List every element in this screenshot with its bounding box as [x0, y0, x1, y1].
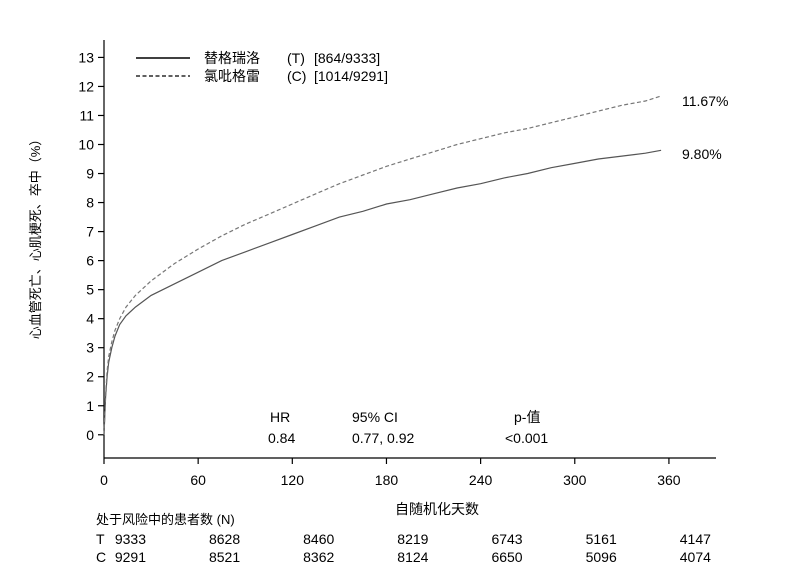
risk-cell-c: 9291 [115, 549, 146, 565]
risk-cell-t: 6743 [491, 531, 522, 547]
legend: 替格瑞洛 (T) [864/9333] 氯吡格雷 (C) [1014/9291] [136, 50, 388, 84]
risk-cells: 9333 8628 8460 8219 6743 5161 4147 9291 8521 8362… [115, 531, 711, 565]
risk-cell-c: 8362 [303, 549, 334, 565]
y-tick-label: 0 [86, 427, 94, 443]
risk-group-c: C [96, 549, 106, 565]
x-axis-label: 自随机化天数 [395, 501, 479, 517]
legend-label-t-counts: [864/9333] [314, 50, 380, 66]
y-tick-label: 11 [79, 107, 94, 123]
risk-cell-t: 9333 [115, 531, 146, 547]
stats-block: HR 0.84 95% CI 0.77, 0.92 p-值 <0.001 [268, 409, 548, 446]
series-line-t [103, 149, 662, 435]
x-tick-label: 300 [563, 472, 587, 488]
x-tick-label: 0 [100, 472, 108, 488]
hr-value: 0.84 [268, 430, 295, 446]
risk-cell-t: 5161 [586, 531, 617, 547]
risk-cell-t: 8219 [397, 531, 428, 547]
risk-table-title: 处于风险中的患者数 (N) [96, 512, 235, 527]
risk-cell-c: 6650 [491, 549, 522, 565]
series-group [103, 95, 662, 435]
x-tick-label: 60 [190, 472, 206, 488]
axes-group [103, 40, 716, 459]
risk-cell-c: 5096 [586, 549, 617, 565]
legend-label-c-name: 氯吡格雷 [204, 68, 260, 84]
y-tick-label: 6 [86, 253, 94, 269]
risk-cell-c: 4074 [680, 549, 711, 565]
y-tick-label: 5 [86, 282, 94, 298]
y-axis-label: 心血管死亡、心肌梗死、卒中（%） [28, 133, 43, 340]
risk-cell-t: 8460 [303, 531, 334, 547]
risk-cell-t: 4147 [680, 531, 711, 547]
legend-label-c-counts: [1014/9291] [314, 68, 388, 84]
x-tick-label: 120 [281, 472, 305, 488]
y-tick-label: 7 [86, 224, 94, 240]
hr-label: HR [270, 409, 290, 425]
risk-group-t: T [96, 531, 105, 547]
y-tick-label: 1 [86, 398, 94, 414]
y-tick-label: 4 [86, 311, 94, 327]
risk-table: 处于风险中的患者数 (N) T C 9333 8628 8460 8219 6743 51… [96, 512, 711, 565]
ci-label: 95% CI [352, 409, 398, 425]
p-value: <0.001 [505, 430, 548, 446]
ci-value: 0.77, 0.92 [352, 430, 414, 446]
y-tick-label: 13 [78, 49, 94, 65]
end-label-c: 11.67% [682, 93, 728, 109]
x-tick-label: 360 [657, 472, 681, 488]
x-ticks-group: 0 60 120 180 240 300 360 [100, 458, 681, 488]
end-label-t: 9.80% [682, 146, 722, 162]
y-tick-label: 8 [86, 195, 94, 211]
p-label: p-值 [514, 409, 540, 425]
y-tick-label: 10 [78, 137, 94, 153]
risk-cell-t: 8628 [209, 531, 240, 547]
y-tick-label: 9 [86, 166, 94, 182]
series-line-c [103, 95, 662, 435]
risk-cell-c: 8521 [209, 549, 240, 565]
y-tick-label: 2 [86, 369, 94, 385]
legend-label-t-code: (T) [287, 50, 305, 66]
y-tick-label: 3 [86, 340, 94, 356]
x-tick-label: 240 [469, 472, 493, 488]
x-tick-label: 180 [375, 472, 399, 488]
risk-cell-c: 8124 [397, 549, 428, 565]
y-tick-label: 12 [78, 78, 94, 94]
legend-label-t-name: 替格瑞洛 [204, 50, 260, 66]
legend-label-c-code: (C) [287, 68, 306, 84]
